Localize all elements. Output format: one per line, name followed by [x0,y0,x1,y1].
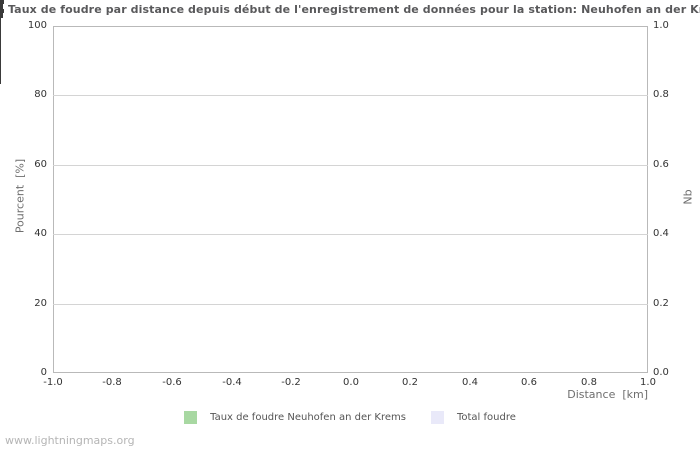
x-minor-tick [0,69,1,72]
y-left-minor-tick [0,6,3,7]
x-minor-tick [0,63,1,66]
plot-area [53,26,648,373]
y-right-tick-label: 0.4 [653,228,669,239]
y-right-minor-tick [0,16,3,17]
y-right-major-tick [0,12,4,13]
y-left-tick-label: 20 [34,298,47,309]
x-major-tick [0,26,1,30]
y-right-tick-label: 1.0 [653,20,669,31]
y-right-minor-tick [0,17,3,18]
legend-item-taux-de-foudre: Taux de foudre Neuhofen an der Krems [184,410,406,424]
y-left-major-tick [0,0,4,1]
legend-label: Taux de foudre Neuhofen an der Krems [210,411,406,423]
chart-title: Taux de foudre par distance depuis début… [8,3,700,16]
y-left-tick-label: 0 [40,367,47,378]
legend-item-total-foudre: Total foudre [430,410,516,424]
legend-swatch-green [184,410,198,424]
y-left-minor-tick [0,8,3,9]
gridline [53,304,648,305]
x-tick-label: 0.2 [402,377,418,388]
x-minor-tick [0,57,1,60]
x-minor-tick [0,54,1,57]
x-minor-tick [0,81,1,84]
gridline [53,234,648,235]
y-right-tick-label: 0.2 [653,298,669,309]
x-tick-label: -0.4 [222,377,242,388]
x-major-tick [0,34,1,38]
y-left-minor-tick [0,4,3,5]
x-axis-title: Distance [km] [567,388,648,401]
watermark: www.lightningmaps.org [5,434,135,447]
y-right-tick-label: 0.8 [653,89,669,100]
legend-label: Total foudre [456,411,516,423]
x-tick-label: 0.6 [521,377,537,388]
y-right-major-tick [0,10,4,11]
y-left-minor-tick [0,5,3,6]
y-left-major-tick [0,3,4,4]
y-axis-right-title: Nb [681,189,695,205]
x-minor-tick [0,60,1,63]
y-left-major-tick [0,2,4,3]
x-major-tick [0,38,1,42]
gridline [53,95,648,96]
y-left-minor-tick [0,7,3,8]
x-minor-tick [0,75,1,78]
y-right-tick-label: 0.0 [653,367,669,378]
y-left-major-tick [0,1,4,2]
y-left-tick-label: 40 [34,228,47,239]
y-left-tick-label: 60 [34,159,47,170]
x-major-tick [0,30,1,34]
x-minor-tick [0,66,1,69]
y-right-minor-tick [0,13,3,14]
y-left-tick-label: 80 [34,89,47,100]
x-minor-tick [0,78,1,81]
x-tick-label: 0.8 [581,377,597,388]
legend: Taux de foudre Neuhofen an der Krems Tot… [0,409,700,425]
y-right-minor-tick [0,14,3,15]
x-minor-tick [0,72,1,75]
x-tick-label: -0.2 [281,377,301,388]
x-tick-label: -0.8 [102,377,122,388]
x-major-tick [0,18,1,22]
x-tick-label: -0.6 [162,377,182,388]
x-tick-label: -1.0 [43,377,63,388]
x-major-tick [0,50,1,54]
y-right-tick-label: 0.6 [653,159,669,170]
gridline [53,165,648,166]
y-right-minor-tick [0,15,3,16]
y-right-major-tick [0,11,4,12]
x-tick-label: 0.0 [343,377,359,388]
y-right-major-tick [0,9,4,10]
x-major-tick [0,42,1,46]
legend-swatch-lavender [430,410,444,424]
x-major-tick [0,46,1,50]
x-major-tick [0,22,1,26]
y-left-tick-label: 100 [27,20,47,31]
x-tick-label: 0.4 [462,377,478,388]
x-tick-label: 1.0 [640,377,656,388]
